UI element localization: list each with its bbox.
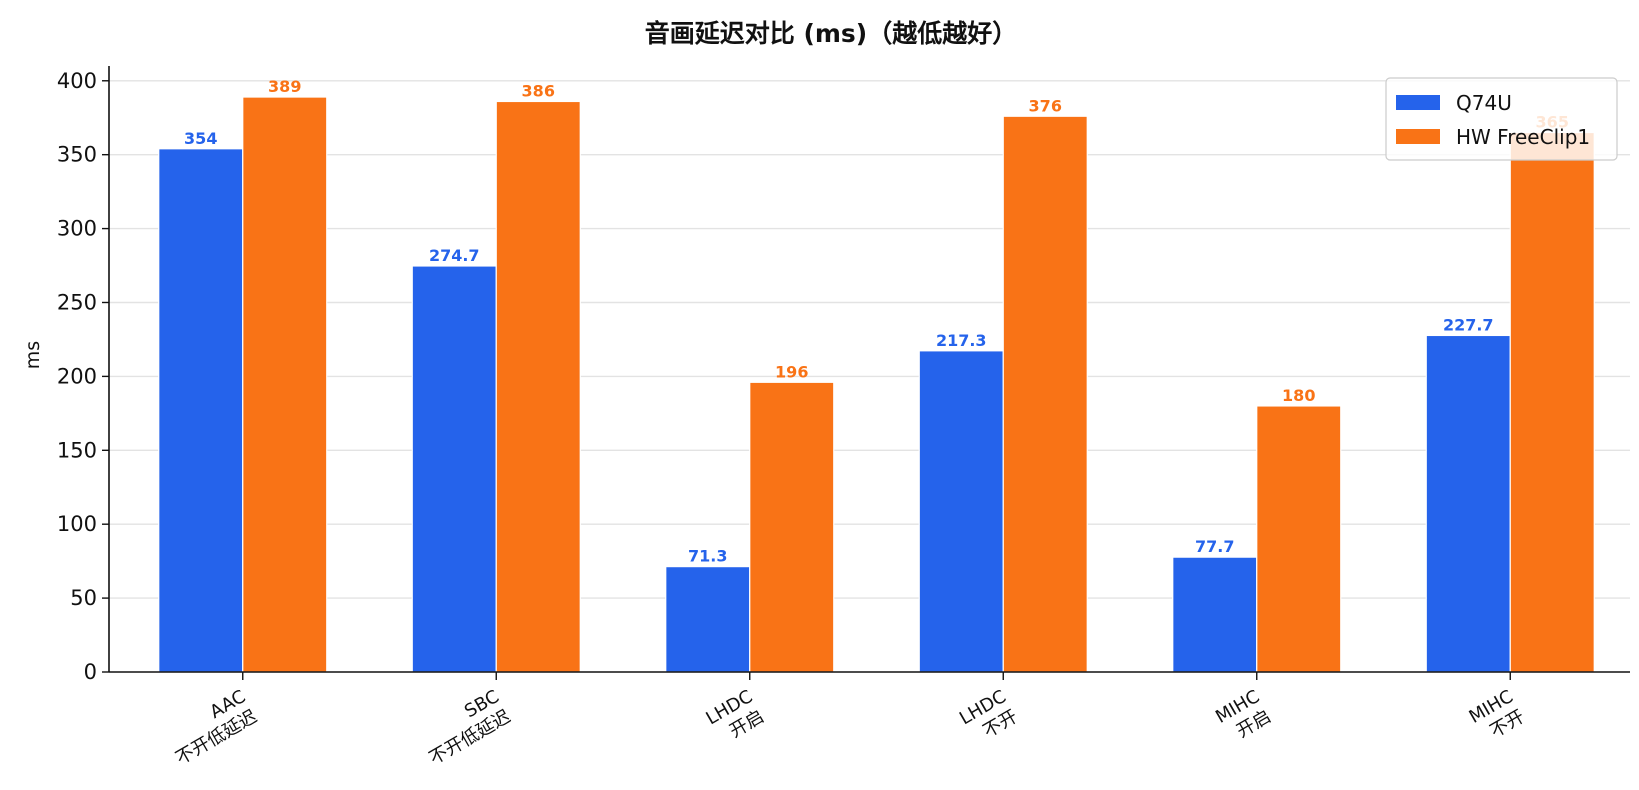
y-tick-label: 0 (84, 660, 97, 684)
chart-title: 音画延迟对比 (ms)（越低越好） (645, 19, 1018, 48)
data-label: 274.7 (429, 246, 480, 265)
legend-swatch (1396, 129, 1440, 144)
bar-q74u (1172, 556, 1258, 673)
bars (158, 96, 1595, 673)
bar-hw-freeclip1 (1256, 405, 1342, 673)
bar-hw-freeclip1 (749, 381, 835, 673)
bar-hw-freeclip1 (1002, 115, 1088, 673)
bar-hw-freeclip1 (495, 100, 581, 673)
gridlines (109, 80, 1630, 599)
data-label: 376 (1029, 96, 1062, 115)
y-tick-label: 50 (70, 586, 97, 610)
bar-q74u (158, 148, 244, 673)
data-label: 389 (268, 77, 301, 96)
legend-box (1385, 77, 1618, 161)
y-tick-label: 250 (57, 290, 97, 314)
legend-label: HW FreeClip1 (1456, 125, 1590, 149)
data-label: 180 (1282, 386, 1315, 405)
legend-label: Q74U (1456, 91, 1512, 115)
y-tick-label: 300 (57, 217, 97, 241)
bar-q74u (918, 350, 1004, 673)
legend-swatch (1396, 95, 1440, 110)
bar-hw-freeclip1 (242, 96, 328, 673)
bar-q74u (665, 566, 751, 673)
data-label: 71.3 (688, 547, 727, 566)
bar-q74u (1425, 334, 1511, 673)
data-label: 217.3 (936, 331, 987, 350)
data-label: 354 (184, 129, 217, 148)
data-label: 227.7 (1443, 315, 1494, 334)
bar-hw-freeclip1 (1509, 131, 1595, 673)
y-tick-label: 150 (57, 438, 97, 462)
y-tick-label: 200 (57, 364, 97, 388)
data-label: 196 (775, 362, 808, 381)
y-tick-label: 100 (57, 512, 97, 536)
value-labels: 354 389 274.7 386 71.3 196 217.3 376 77.7 180 227.… (184, 77, 1569, 566)
bar-q74u (411, 265, 497, 673)
y-axis-label: ms (22, 341, 44, 369)
legend: Q74U HW FreeClip1 (1385, 77, 1618, 161)
y-tick-label: 400 (57, 69, 97, 93)
data-label: 77.7 (1195, 537, 1234, 556)
y-tick-label: 350 (57, 143, 97, 167)
data-label: 386 (522, 81, 555, 100)
